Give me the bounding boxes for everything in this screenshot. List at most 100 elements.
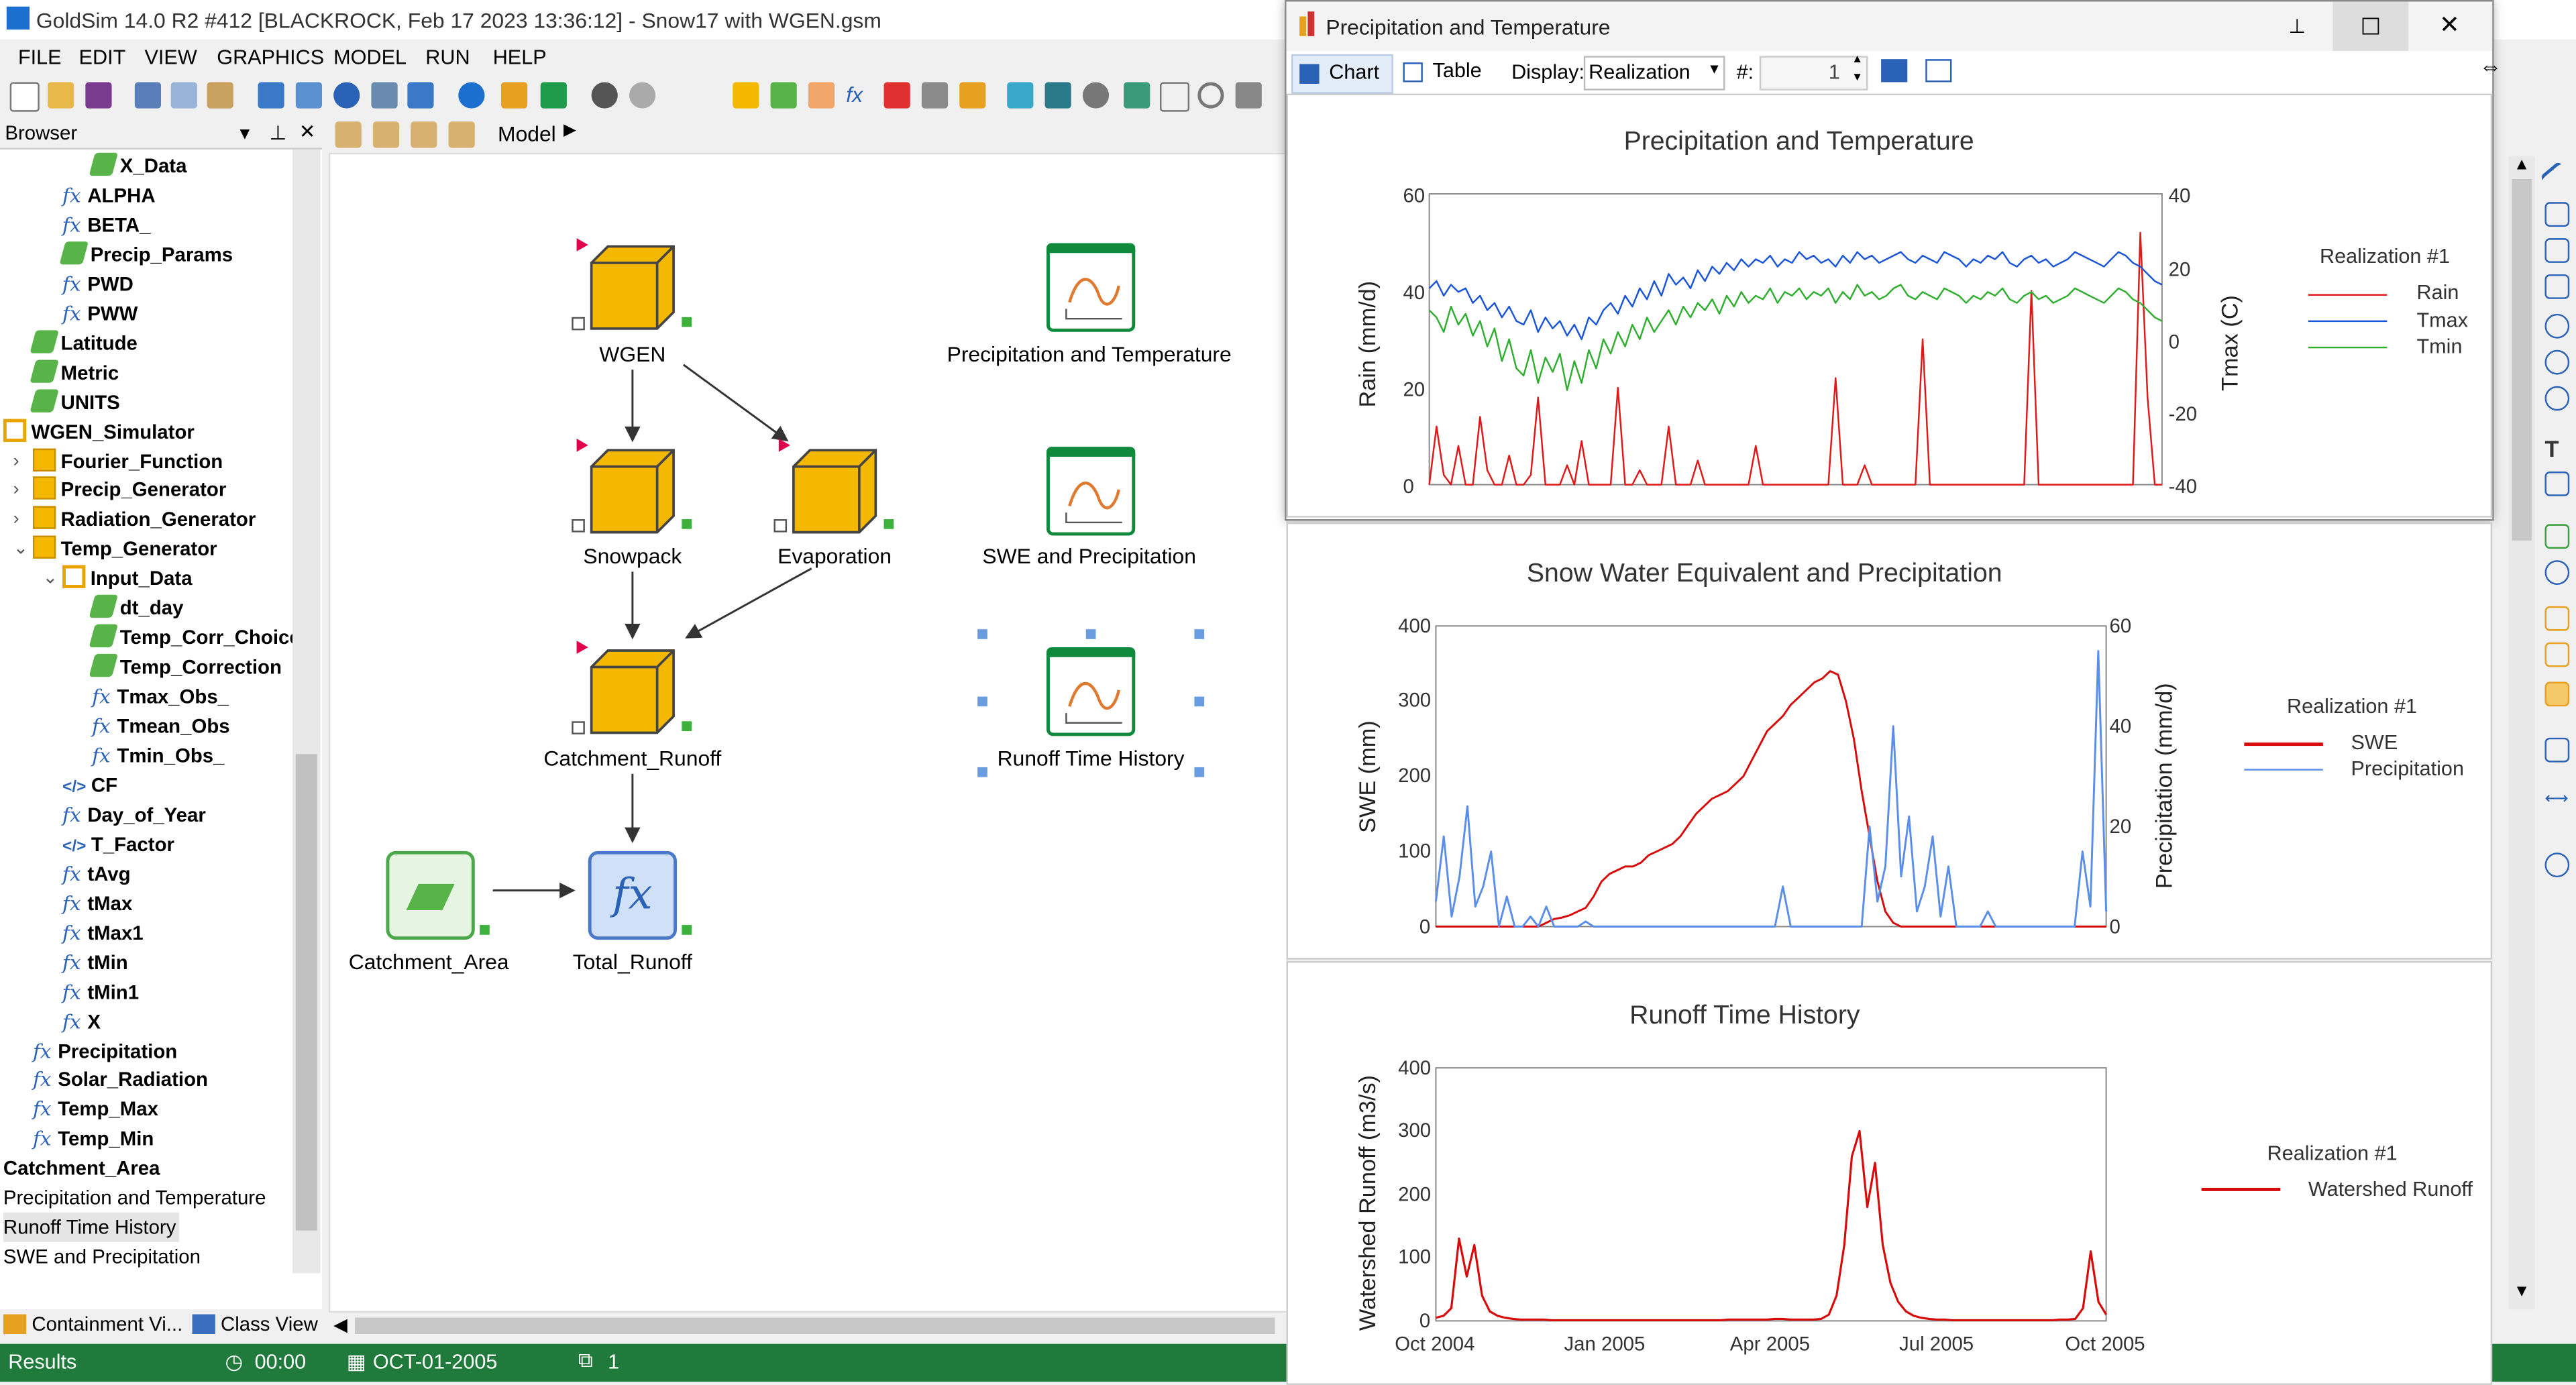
event-icon[interactable] [883,82,910,109]
chart-filter-icon[interactable] [1925,59,1952,82]
curve-tool-icon[interactable] [2544,313,2570,339]
browser-scrollbar[interactable] [292,149,321,1274]
tree-item[interactable]: fx Day_of_Year [62,800,206,830]
output-port-icon[interactable] [682,519,692,529]
stock-icon[interactable] [808,82,835,109]
new-file-icon[interactable] [9,82,40,112]
tree-item[interactable]: Precip_Params [59,239,233,269]
filter-icon[interactable] [371,82,398,109]
input-port-icon[interactable] [572,721,585,734]
tree-item[interactable]: fx Precipitation [33,1036,177,1065]
close-icon[interactable]: ✕ [299,119,316,144]
tree-item[interactable]: › Precip_Generator [13,476,226,505]
text-box-tool-icon[interactable] [2544,472,2570,496]
edit-mode-icon[interactable] [500,82,528,109]
selection-handle[interactable] [1194,629,1205,639]
selection-handle[interactable] [1194,767,1205,777]
spin-up-icon[interactable]: ▲ [1851,54,1864,66]
menu-help[interactable]: HELP [492,46,547,69]
browser-icon[interactable] [258,82,284,109]
stop-icon[interactable] [591,82,618,109]
tree-item[interactable]: Catchment_Area [3,1154,160,1183]
tree-item[interactable]: fx Tmin_Obs_ [92,741,224,771]
ungroup-tool-icon[interactable] [2544,642,2570,667]
ellipse-tool-icon[interactable] [2544,386,2570,411]
selection-handle[interactable] [1194,696,1205,707]
tree-item[interactable]: fx tMax1 [62,918,144,948]
tree-item[interactable]: › Radiation_Generator [13,505,256,535]
tree-item[interactable]: </> T_Factor [62,830,174,859]
output-port-icon[interactable] [682,925,692,935]
blob-tool-icon[interactable] [2544,349,2570,375]
rotate-tool-icon[interactable] [2544,852,2570,878]
chart-properties-icon[interactable] [1881,59,1908,82]
tree-item[interactable]: </> CF [62,771,117,800]
breadcrumb-arrow-icon[interactable]: ▶ [564,121,576,140]
line-tool-icon[interactable] [2539,160,2575,196]
tree-item[interactable]: › Fourier_Function [13,446,223,476]
menu-model[interactable]: MODEL [333,46,407,69]
misc-icon[interactable] [1235,82,1262,109]
container-icon[interactable] [733,82,759,109]
dropdown-arrow-icon[interactable]: ▾ [239,121,250,145]
selection-handle[interactable] [977,767,987,777]
tree-item[interactable]: SWE and Precipitation [3,1242,201,1272]
tree-item[interactable]: fx X [62,1006,101,1036]
scroll-left-icon[interactable]: ◀ [333,1316,347,1336]
forward-icon[interactable] [411,121,437,148]
pin-window-icon[interactable]: ⊥ [2288,15,2306,38]
selection-handle[interactable] [977,629,987,639]
table-tab[interactable]: Table [1397,54,1495,91]
breadcrumb[interactable]: Model [498,121,556,147]
distribute-tool-icon[interactable]: ⟷ [2544,790,2569,809]
input-port-icon[interactable] [572,317,585,331]
selection-handle[interactable] [1085,629,1096,639]
rectangle-tool-icon[interactable] [2544,274,2570,299]
tree-item[interactable]: fx Temp_Min [33,1124,154,1154]
close-button[interactable]: ✕ [2439,11,2460,40]
back-icon[interactable] [335,121,362,148]
expanded-chevron-icon[interactable]: ⌄ [42,569,58,589]
tree-item[interactable]: ⌄ Input_Data [43,564,193,594]
collapsed-chevron-icon[interactable]: › [13,510,19,530]
display-select[interactable]: Realization ▾ [1583,56,1725,91]
expanded-chevron-icon[interactable]: ⌄ [13,539,29,559]
output-port-icon[interactable] [883,519,894,529]
browser-scroll-thumb[interactable] [295,754,317,1231]
pin-icon[interactable]: ⊥ [269,121,287,145]
result-icon[interactable] [959,82,986,109]
output-port-icon[interactable] [682,721,692,732]
class-view-tab[interactable]: Class View [192,1313,318,1335]
maximize-button[interactable]: ☐ [2332,1,2409,51]
copy-icon[interactable] [170,82,197,109]
tree-item[interactable]: fx BETA_ [62,210,150,239]
database-icon[interactable] [1007,82,1034,109]
collapsed-chevron-icon[interactable]: › [13,480,19,500]
chart-tab[interactable]: Chart [1291,54,1393,94]
image-icon[interactable] [1124,82,1150,109]
bank-icon[interactable] [1044,82,1071,109]
tree-item[interactable]: fx Tmax_Obs_ [92,682,229,712]
group-tool-icon[interactable] [2544,606,2570,631]
tree-icon[interactable] [407,82,434,109]
open-folder-icon[interactable] [48,82,74,109]
hyperlink-tool-icon[interactable] [2544,560,2570,586]
realization-number-input[interactable]: 1 ▲ ▼ [1759,54,1868,91]
selection-handle[interactable] [977,696,987,707]
tree-item[interactable]: fx PWD [62,269,133,298]
home-icon[interactable] [448,121,475,148]
scroll-down-icon[interactable]: ▼ [2513,1283,2530,1302]
settings-icon[interactable] [1082,82,1110,109]
tree-item[interactable]: fx Temp_Max [33,1095,158,1124]
paste-icon[interactable] [207,82,233,109]
cut-icon[interactable] [134,82,162,109]
polyline-tool-icon[interactable] [2544,238,2570,263]
align-tool-icon[interactable] [2544,737,2570,763]
menu-graphics[interactable]: GRAPHICS [217,46,325,69]
menu-run[interactable]: RUN [425,46,470,69]
save-icon[interactable] [85,82,112,109]
tree-item[interactable]: UNITS [30,387,120,417]
tree-item[interactable]: WGEN_Simulator [3,417,195,446]
tree-item[interactable]: Runoff Time History [3,1213,180,1243]
tree-item[interactable]: Temp_Corr_Choice [89,623,301,653]
